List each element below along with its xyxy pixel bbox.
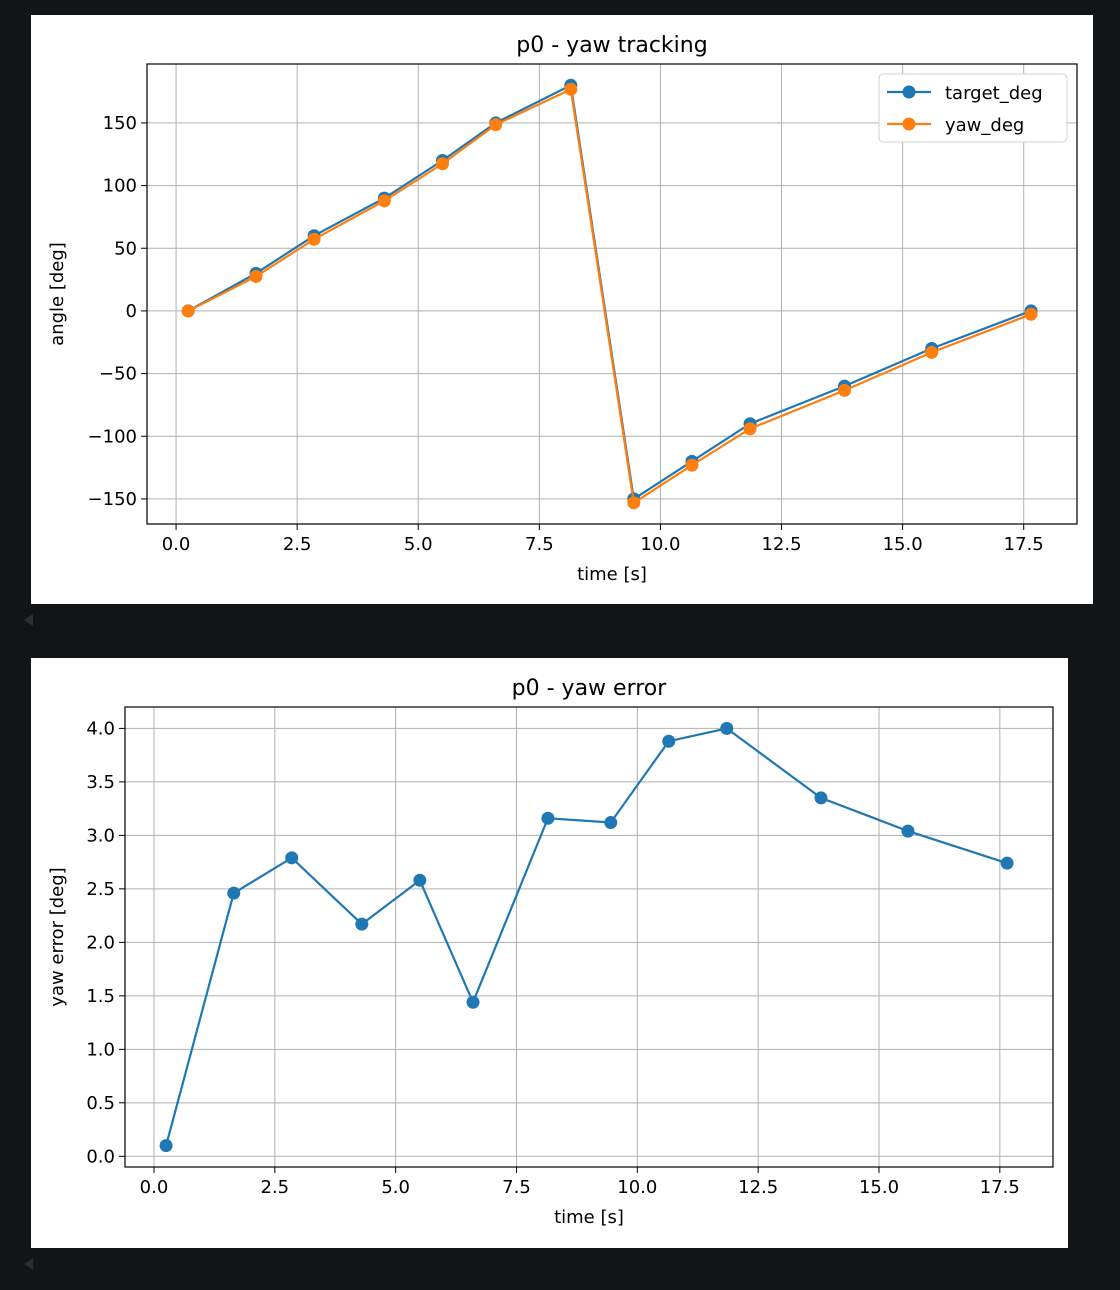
y-axis-label: yaw error [deg]	[47, 867, 68, 1006]
chart-yaw-tracking: 0.0 2.5 5.0 7.5 10.0 12.5 15.0 17.5 −150 −100 −50 0…	[47, 33, 1078, 585]
chart-yaw-error: 0.0 2.5 5.0 7.5 10.0 12.5 15.0 17.5 0.0 0.5 1.0 1.5…	[47, 676, 1054, 1228]
x-tick-label: 12.5	[761, 534, 801, 555]
x-tick-label: 7.5	[502, 1177, 531, 1198]
data-point	[355, 917, 369, 931]
x-axis-label: time [s]	[577, 564, 647, 585]
y-tick-label: 0.5	[86, 1093, 115, 1114]
y-tick-label: −150	[88, 489, 137, 510]
y-tick-label: 4.0	[86, 718, 115, 739]
y-tick-label: 150	[103, 113, 137, 134]
data-point	[377, 194, 391, 208]
y-tick-label: 2.5	[86, 879, 115, 900]
y-tick-label: 1.0	[86, 1039, 115, 1060]
x-tick-label: 0.0	[140, 1177, 169, 1198]
x-tick-label: 5.0	[404, 534, 433, 555]
data-point	[838, 383, 851, 397]
data-point	[249, 269, 263, 283]
data-point	[901, 824, 915, 838]
legend-entry: target_deg	[945, 83, 1043, 104]
data-point	[489, 118, 503, 132]
y-tick-label: 3.5	[86, 772, 115, 793]
legend-entry: yaw_deg	[945, 115, 1024, 136]
x-tick-label: 12.5	[738, 1177, 778, 1198]
series-line-target_deg	[187, 83, 1032, 501]
data-point	[435, 157, 449, 171]
legend: target_deg yaw_deg	[878, 73, 1068, 143]
x-tick-label: 2.5	[261, 1177, 290, 1198]
legend-marker	[902, 85, 916, 99]
x-axis-label: time [s]	[554, 1207, 624, 1228]
x-tick-label: 15.0	[883, 534, 923, 555]
axes-frame	[124, 706, 1054, 1168]
data-point	[1000, 856, 1014, 870]
collapse-arrow-icon[interactable]	[24, 614, 33, 626]
data-point	[181, 304, 195, 318]
data-point	[564, 82, 578, 96]
data-point	[604, 816, 618, 830]
x-tick-label: 7.5	[525, 534, 554, 555]
chart-title: p0 - yaw tracking	[516, 33, 707, 58]
x-tick-label: 17.5	[980, 1177, 1020, 1198]
y-axis-label: angle [deg]	[47, 242, 68, 346]
y-tick-label: 3.0	[86, 825, 115, 846]
y-tick-label: 50	[114, 238, 137, 259]
legend-marker	[902, 117, 916, 131]
y-tick-label: 2.0	[86, 932, 115, 953]
data-point	[541, 811, 555, 825]
y-tick-label: −50	[99, 364, 137, 385]
series-line-yaw-error	[165, 727, 1008, 1146]
y-tick-label: 1.5	[86, 986, 115, 1007]
series-line-yaw_deg	[187, 87, 1032, 505]
y-tick-label: 0	[126, 301, 137, 322]
x-tick-label: 0.0	[162, 534, 191, 555]
data-point	[720, 721, 734, 735]
output-cell-yaw-tracking: 0.0 2.5 5.0 7.5 10.0 12.5 15.0 17.5 −150 −100 −50 0…	[31, 15, 1093, 604]
chart-title: p0 - yaw error	[512, 676, 668, 701]
data-point	[662, 734, 676, 748]
data-point	[413, 873, 427, 887]
x-tick-label: 17.5	[1004, 534, 1044, 555]
output-cell-yaw-error: 0.0 2.5 5.0 7.5 10.0 12.5 15.0 17.5 0.0 0.5 1.0 1.5…	[31, 658, 1068, 1248]
data-point	[743, 422, 757, 436]
data-point	[159, 1139, 173, 1153]
data-point	[685, 458, 699, 472]
x-tick-label: 2.5	[283, 534, 312, 555]
x-tick-label: 5.0	[381, 1177, 410, 1198]
data-point	[814, 791, 828, 805]
y-tick-label: 0.0	[86, 1146, 115, 1167]
data-point	[227, 886, 241, 900]
x-tick-label: 10.0	[640, 534, 680, 555]
x-tick-label: 15.0	[859, 1177, 899, 1198]
axes-frame	[146, 63, 1078, 525]
data-point	[627, 496, 641, 510]
data-point	[466, 995, 480, 1009]
y-tick-label: 100	[103, 176, 137, 197]
y-tick-label: −100	[88, 426, 137, 447]
collapse-arrow-icon[interactable]	[24, 1258, 33, 1270]
data-point	[1024, 307, 1038, 321]
data-point	[307, 232, 321, 246]
x-tick-label: 10.0	[617, 1177, 657, 1198]
data-point	[285, 851, 299, 865]
data-point	[925, 345, 939, 359]
